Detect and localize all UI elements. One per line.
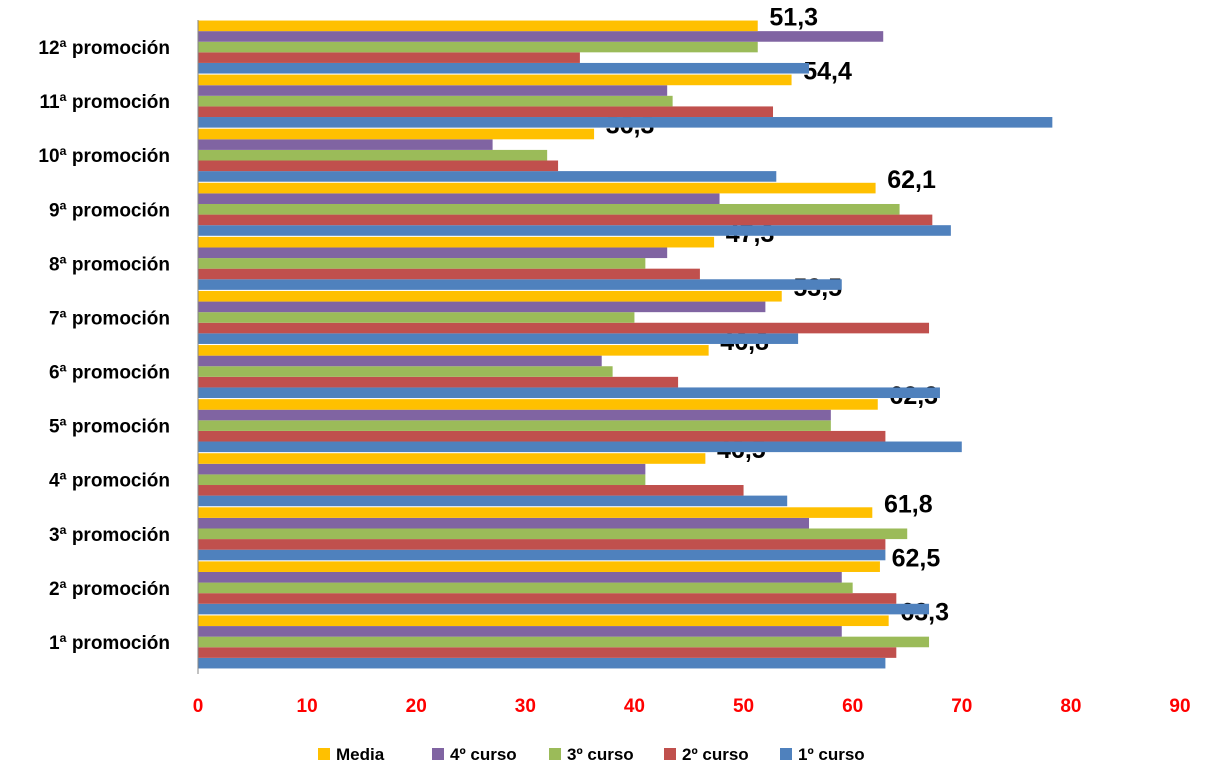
bar-2-1 <box>198 603 930 615</box>
bar-5-2 <box>198 430 886 442</box>
x-tick-label: 60 <box>842 696 863 717</box>
legend-label: 2º curso <box>682 745 749 764</box>
category-label: 5ª promoción <box>49 417 170 438</box>
x-tick-label: 50 <box>733 696 754 717</box>
x-tick-label: 0 <box>193 696 204 717</box>
bar-9-1 <box>198 225 951 236</box>
x-tick-label: 30 <box>515 696 536 717</box>
bar-5-1 <box>198 441 962 453</box>
bar-4-1 <box>198 495 788 507</box>
bar-9-4 <box>198 193 720 204</box>
bar-8-5 <box>198 236 715 248</box>
bar-3-3 <box>198 528 908 540</box>
bar-10-1 <box>198 171 777 182</box>
legend-label: 3º curso <box>567 745 634 764</box>
x-tick-label: 20 <box>406 696 427 717</box>
legend-label: 4º curso <box>450 745 517 764</box>
bar-1-4 <box>198 626 842 637</box>
data-label: 62,1 <box>887 166 936 194</box>
category-label: 12ª promoción <box>38 38 170 59</box>
bar-11-4 <box>198 85 668 96</box>
bar-3-1 <box>198 549 886 561</box>
bar-3-5 <box>198 507 873 518</box>
bar-4-4 <box>198 463 646 475</box>
bar-11-1 <box>198 117 1053 128</box>
bar-1-2 <box>198 647 897 658</box>
category-label: 1ª promoción <box>49 633 170 654</box>
bar-12-5 <box>198 20 758 32</box>
bar-3-4 <box>198 517 810 529</box>
bar-7-2 <box>198 322 930 334</box>
bar-1-3 <box>198 636 930 648</box>
category-label: 10ª promoción <box>38 146 170 167</box>
category-label: 6ª promoción <box>49 363 170 384</box>
x-tick-label: 10 <box>297 696 318 717</box>
data-label: 62,5 <box>892 544 941 572</box>
bar-10-4 <box>198 139 493 150</box>
legend-swatch <box>780 748 792 760</box>
bar-2-2 <box>198 593 897 604</box>
category-label: 3ª promoción <box>49 525 170 546</box>
bar-12-1 <box>198 62 810 74</box>
bar-10-2 <box>198 160 559 172</box>
bar-2-5 <box>198 561 880 572</box>
bar-6-2 <box>198 376 679 388</box>
bar-9-5 <box>198 182 876 194</box>
bar-6-4 <box>198 355 602 367</box>
bar-8-1 <box>198 279 842 290</box>
bar-7-5 <box>198 290 782 302</box>
bar-1-1 <box>198 657 886 669</box>
bar-10-3 <box>198 149 548 161</box>
bar-11-3 <box>198 95 673 107</box>
bar-11-5 <box>198 74 792 86</box>
x-tick-label: 70 <box>951 696 972 717</box>
bar-5-4 <box>198 409 831 421</box>
bar-9-3 <box>198 203 900 215</box>
bar-3-2 <box>198 539 886 550</box>
bar-4-3 <box>198 474 646 486</box>
data-label: 61,8 <box>884 490 933 518</box>
legend-swatch <box>432 748 444 760</box>
legend-label: 1º curso <box>798 745 865 764</box>
bar-1-5 <box>198 615 889 627</box>
bar-12-2 <box>198 52 580 63</box>
data-label: 54,4 <box>803 58 852 86</box>
bar-7-3 <box>198 312 635 323</box>
category-label: 7ª promoción <box>49 308 170 329</box>
bar-8-4 <box>198 247 668 259</box>
bar-8-2 <box>198 268 700 280</box>
bar-6-1 <box>198 387 940 399</box>
category-label: 11ª promoción <box>39 92 170 113</box>
bar-11-2 <box>198 106 774 118</box>
legend-label: Media <box>336 745 385 764</box>
bar-2-4 <box>198 571 842 583</box>
bar-6-3 <box>198 366 613 377</box>
bar-7-4 <box>198 301 766 313</box>
bar-9-2 <box>198 214 933 226</box>
bar-5-3 <box>198 420 831 431</box>
category-label: 8ª promoción <box>49 254 170 275</box>
category-label: 9ª promoción <box>49 200 170 221</box>
legend-swatch <box>664 748 676 760</box>
bar-7-1 <box>198 333 799 344</box>
category-label: 4ª promoción <box>49 471 170 492</box>
bar-12-3 <box>198 41 758 53</box>
x-tick-label: 80 <box>1060 696 1081 717</box>
bar-5-5 <box>198 399 878 410</box>
bar-6-5 <box>198 345 709 356</box>
legend-swatch <box>549 748 561 760</box>
x-tick-label: 90 <box>1169 696 1190 717</box>
bar-4-2 <box>198 485 744 496</box>
bar-8-3 <box>198 258 646 269</box>
bar-2-3 <box>198 582 853 594</box>
x-tick-label: 40 <box>624 696 645 717</box>
bar-4-5 <box>198 453 706 464</box>
bar-12-4 <box>198 31 884 42</box>
category-label: 2ª promoción <box>49 579 170 600</box>
data-label: 51,3 <box>769 4 818 32</box>
legend-swatch <box>318 748 330 760</box>
bar-10-5 <box>198 128 595 140</box>
